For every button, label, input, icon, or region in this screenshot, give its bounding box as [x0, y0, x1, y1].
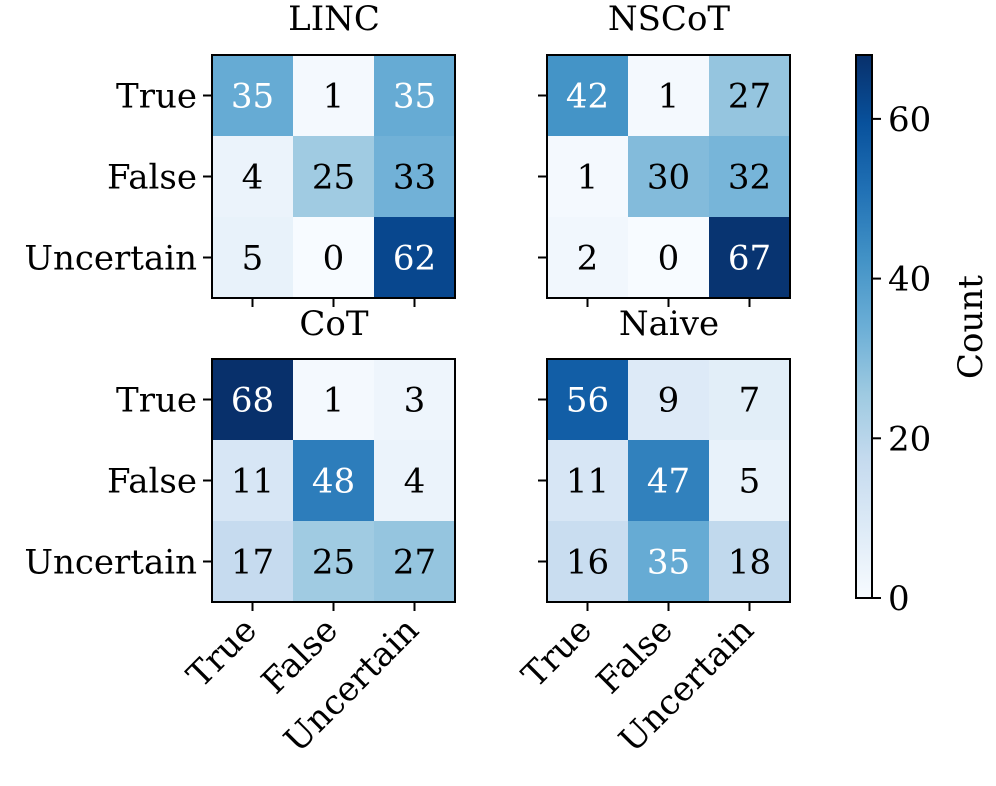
heatmap-cell	[212, 217, 294, 299]
heatmap-cell	[628, 136, 710, 218]
cell-value: 1	[577, 158, 599, 198]
cell-value: 35	[231, 77, 274, 117]
panel-title: LINC	[288, 0, 380, 39]
heatmap-cell	[374, 440, 456, 522]
colorbar: 0 20 40 60 Count	[855, 54, 991, 619]
cell-value: 4	[404, 462, 426, 502]
heatmap-cell	[374, 55, 456, 137]
colorbar-tick-label: 40	[888, 260, 931, 300]
heatmap-cell	[293, 217, 375, 299]
cell-value: 25	[312, 543, 355, 583]
cell-value: 30	[647, 158, 690, 198]
colorbar-tick-label: 60	[888, 100, 931, 140]
heatmap-cell	[212, 136, 294, 218]
heatmap-cell	[293, 136, 375, 218]
cell-value: 25	[312, 158, 355, 198]
cell-value: 17	[231, 543, 274, 583]
panel-title: NSCoT	[608, 0, 731, 39]
y-tick-label: Uncertain	[24, 239, 197, 279]
heatmap-cell	[709, 359, 791, 441]
heatmap-cell	[212, 521, 294, 603]
x-tick-label: True	[514, 610, 600, 696]
cell-value: 0	[658, 239, 680, 279]
heatmap-cell	[293, 440, 375, 522]
cell-value: 3	[404, 381, 426, 421]
cell-value: 42	[566, 77, 609, 117]
colorbar-gradient	[855, 54, 873, 599]
colorbar-tick-label: 0	[888, 579, 910, 619]
cell-value: 9	[658, 381, 680, 421]
cell-value: 27	[393, 543, 436, 583]
heatmap-cell	[374, 359, 456, 441]
heatmap-cell	[709, 521, 791, 603]
panel-nscot: NSCoT 42 1 27 1 30 32 2 0 67	[538, 0, 791, 307]
heatmap-cell	[709, 217, 791, 299]
cell-value: 5	[739, 462, 761, 502]
panel-linc: LINC 35 1 35 4 25 33 5 0 62 True False Uncertain	[24, 0, 456, 307]
heatmap-cell	[547, 359, 629, 441]
panel-title: CoT	[299, 304, 368, 344]
cell-value: 5	[242, 239, 264, 279]
heatmap-cell	[374, 521, 456, 603]
heatmap-cell	[547, 521, 629, 603]
cell-value: 68	[231, 381, 274, 421]
cell-value: 1	[323, 77, 345, 117]
cell-value: 62	[393, 239, 436, 279]
cell-value: 32	[728, 158, 771, 198]
cell-value: 48	[312, 462, 355, 502]
cell-value: 2	[577, 239, 599, 279]
y-tick-label: True	[116, 77, 197, 117]
cell-value: 27	[728, 77, 771, 117]
cell-value: 35	[393, 77, 436, 117]
cell-value: 7	[739, 381, 761, 421]
heatmap-cell	[628, 521, 710, 603]
cell-value: 11	[566, 462, 609, 502]
cell-value: 67	[728, 239, 771, 279]
heatmap-cell	[212, 55, 294, 137]
heatmap-cell	[293, 55, 375, 137]
x-tick-label: True	[179, 610, 265, 696]
heatmap-cell	[374, 136, 456, 218]
cell-value: 1	[658, 77, 680, 117]
heatmap-cell	[709, 440, 791, 522]
heatmap-cell	[293, 521, 375, 603]
cell-value: 4	[242, 158, 264, 198]
heatmap-cell	[293, 359, 375, 441]
heatmap-cell	[547, 217, 629, 299]
y-tick-label: False	[107, 462, 197, 502]
y-tick-label: False	[107, 158, 197, 198]
panel-title: Naive	[619, 304, 719, 344]
heatmap-cell	[374, 217, 456, 299]
y-tick-label: Uncertain	[24, 543, 197, 583]
cell-value: 0	[323, 239, 345, 279]
y-tick-label: True	[116, 381, 197, 421]
colorbar-tick-label: 20	[888, 419, 931, 459]
cell-value: 1	[323, 381, 345, 421]
heatmap-cell	[547, 55, 629, 137]
heatmap-cell	[212, 440, 294, 522]
cell-value: 56	[566, 381, 609, 421]
heatmap-cell	[547, 136, 629, 218]
heatmap-cell	[628, 55, 710, 137]
cell-value: 33	[393, 158, 436, 198]
heatmap-cell	[709, 136, 791, 218]
colorbar-label: Count	[951, 275, 991, 379]
heatmap-cell	[212, 359, 294, 441]
cell-value: 16	[566, 543, 609, 583]
heatmap-cell	[709, 55, 791, 137]
cell-value: 35	[647, 543, 690, 583]
heatmap-cell	[628, 217, 710, 299]
heatmap-cell	[628, 359, 710, 441]
cell-value: 47	[647, 462, 690, 502]
panel-cot: CoT 68 1 3 11 48 4 17 25 27 True False Uncertain Tru…	[24, 304, 456, 760]
heatmap-cell	[628, 440, 710, 522]
cell-value: 18	[728, 543, 771, 583]
cell-value: 11	[231, 462, 274, 502]
heatmap-cell	[547, 440, 629, 522]
